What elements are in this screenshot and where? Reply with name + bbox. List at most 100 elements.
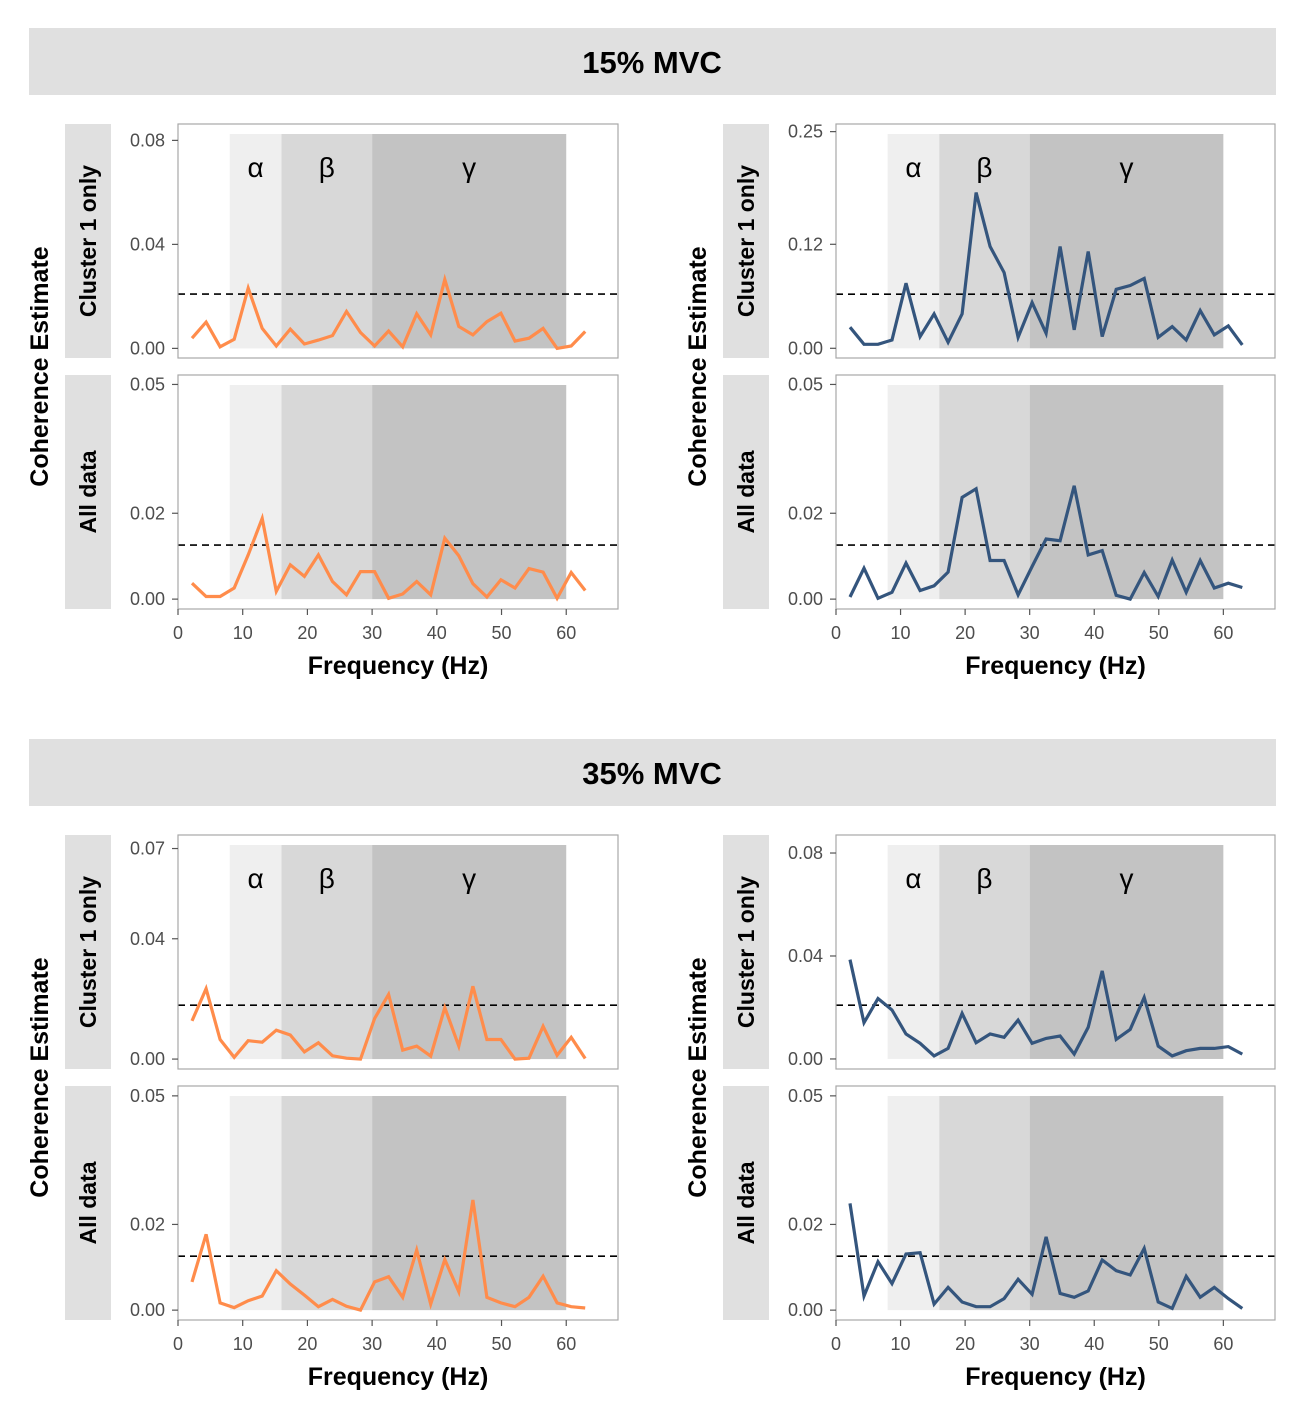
y-tick-label: 0.00 — [130, 589, 165, 609]
row-strip-background — [723, 835, 769, 1069]
band-label: γ — [1120, 152, 1134, 183]
row-strip-label: All data — [75, 1161, 101, 1244]
frequency-band-alpha — [229, 845, 282, 1060]
row-strip-label: All data — [733, 1161, 759, 1244]
frequency-band-alpha — [887, 845, 940, 1059]
band-label: β — [319, 863, 335, 894]
panel-border — [835, 1085, 1276, 1321]
y-tick-label: 0.12 — [788, 234, 823, 254]
x-tick-label: 30 — [1020, 1334, 1040, 1354]
panel: All data 0.00 0.02 0.05 0 10 20 30 40 50 60 Frequen… — [26, 957, 619, 1391]
band-label: α — [905, 152, 921, 183]
panel: All data 0.00 0.02 0.05 0 10 20 30 40 50 60 Frequen… — [684, 246, 1276, 680]
x-tick-label: 60 — [556, 623, 576, 643]
facet-strip-label: 35% MVC — [582, 756, 722, 791]
row-strip-label: All data — [733, 450, 759, 533]
x-tick-label: 40 — [1084, 623, 1104, 643]
y-tick-label: 0.00 — [130, 1049, 165, 1069]
y-tick-label: 0.08 — [130, 130, 165, 150]
y-tick-label: 0.07 — [130, 839, 165, 859]
series-line — [190, 983, 587, 1061]
x-tick-label: 20 — [955, 1334, 975, 1354]
y-axis-title: Coherence Estimate — [684, 246, 712, 486]
x-tick-label: 20 — [297, 623, 317, 643]
frequency-band-beta — [281, 1096, 373, 1311]
x-tick-label: 50 — [1149, 1334, 1169, 1354]
series-line — [848, 485, 1243, 601]
panel-border — [177, 123, 619, 359]
frequency-band-gamma — [1029, 1096, 1224, 1311]
panel-border — [835, 374, 1276, 610]
y-tick-label: 0.00 — [788, 1049, 823, 1069]
y-tick-label: 0.00 — [788, 1300, 823, 1320]
band-label: γ — [462, 152, 476, 183]
row-strip-background — [723, 124, 769, 358]
row-strip-background — [723, 375, 769, 609]
facet-strip-background — [29, 28, 1276, 95]
series-line — [848, 959, 1244, 1058]
y-tick-label: 0.04 — [130, 234, 165, 254]
x-tick-label: 40 — [1084, 1334, 1104, 1354]
band-label: β — [976, 863, 992, 894]
x-axis-title: Frequency (Hz) — [308, 1363, 489, 1391]
panel: All data 0.00 0.02 0.05 0 10 20 30 40 50 60 Frequen… — [26, 246, 619, 680]
facet-strip: 35% MVC — [29, 739, 1276, 806]
frequency-band-gamma — [1029, 845, 1224, 1059]
x-tick-label: 30 — [1020, 623, 1040, 643]
x-axis-title: Frequency (Hz) — [965, 1363, 1146, 1391]
panel: Cluster 1 only α β γ 0.00 0.04 0.07 — [65, 834, 619, 1070]
frequency-band-beta — [939, 385, 1030, 600]
band-label: β — [319, 152, 335, 183]
x-tick-label: 60 — [556, 1334, 576, 1354]
panel-border — [835, 834, 1276, 1070]
frequency-band-beta — [939, 134, 1030, 349]
frequency-band-beta — [939, 1096, 1030, 1311]
x-tick-label: 0 — [831, 623, 841, 643]
y-tick-label: 0.00 — [130, 1300, 165, 1320]
x-tick-label: 60 — [1213, 623, 1233, 643]
y-axis-title: Coherence Estimate — [26, 957, 54, 1197]
x-tick-label: 50 — [1149, 623, 1169, 643]
y-tick-label: 0.04 — [130, 929, 165, 949]
y-axis-title: Coherence Estimate — [684, 957, 712, 1197]
x-tick-label: 20 — [297, 1334, 317, 1354]
x-tick-label: 50 — [492, 623, 512, 643]
y-tick-label: 0.02 — [130, 503, 165, 523]
x-tick-label: 20 — [955, 623, 975, 643]
x-tick-label: 10 — [891, 623, 911, 643]
facet-strip-label: 15% MVC — [582, 45, 722, 80]
y-tick-label: 0.02 — [788, 1214, 823, 1234]
row-strip-label: Cluster 1 only — [75, 876, 101, 1028]
band-label: α — [248, 863, 264, 894]
x-axis-title: Frequency (Hz) — [308, 652, 489, 680]
band-label: β — [976, 152, 992, 183]
frequency-band-gamma — [372, 134, 567, 349]
x-tick-label: 50 — [492, 1334, 512, 1354]
frequency-band-alpha — [887, 385, 940, 600]
x-tick-label: 30 — [362, 623, 382, 643]
frequency-band-gamma — [1029, 134, 1224, 349]
series-line — [190, 273, 587, 351]
frequency-band-gamma — [1029, 385, 1224, 600]
band-label: γ — [462, 863, 476, 894]
frequency-band-gamma — [372, 385, 567, 600]
y-tick-label: 0.25 — [788, 122, 823, 142]
band-label: α — [905, 863, 921, 894]
frequency-band-beta — [281, 845, 373, 1060]
frequency-band-gamma — [372, 845, 567, 1060]
y-tick-label: 0.05 — [788, 374, 823, 394]
row-strip-label: All data — [75, 450, 101, 533]
band-label: α — [248, 152, 264, 183]
x-tick-label: 0 — [831, 1334, 841, 1354]
panel-border — [177, 374, 619, 610]
x-tick-label: 60 — [1213, 1334, 1233, 1354]
panel-border — [835, 123, 1276, 359]
frequency-band-alpha — [229, 385, 282, 600]
x-axis-title: Frequency (Hz) — [965, 652, 1146, 680]
row-strip-background — [65, 375, 111, 609]
x-tick-label: 30 — [362, 1334, 382, 1354]
series-line — [848, 1203, 1244, 1311]
facet-strip: 15% MVC — [29, 28, 1276, 95]
y-tick-label: 0.00 — [788, 338, 823, 358]
